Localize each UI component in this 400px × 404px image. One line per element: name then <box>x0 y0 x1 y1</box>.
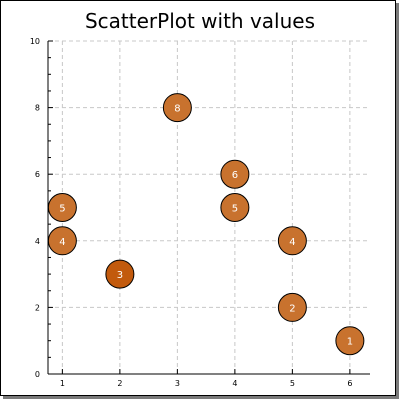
point-value-label: 5 <box>59 204 65 215</box>
scatter-point <box>277 292 307 322</box>
point-value-label: 8 <box>174 104 180 115</box>
scatter-point <box>220 193 250 222</box>
x-tick-label: 2 <box>117 379 122 388</box>
data-points: 5 4 3 8 6 5 4 2 1 <box>47 93 365 356</box>
point-value-label: 6 <box>232 170 238 181</box>
x-tick-label: 5 <box>290 379 295 388</box>
point-value-label: 5 <box>232 204 238 215</box>
scatter-point <box>335 326 365 356</box>
point-value-label: 3 <box>117 270 123 281</box>
point-value-label: 4 <box>289 237 295 248</box>
chart-title: ScatterPlot with values <box>85 9 315 33</box>
scatter-point <box>277 226 307 256</box>
scatter-point <box>220 159 250 189</box>
x-tick-label: 6 <box>347 379 352 388</box>
y-tick-label: 4 <box>35 237 40 246</box>
y-tick-label: 8 <box>35 104 40 113</box>
grid-lines <box>48 40 370 374</box>
point-value-label: 4 <box>59 237 65 248</box>
x-tick-label: 1 <box>60 379 65 388</box>
scatter-point <box>162 93 192 123</box>
scatter-point <box>47 226 77 256</box>
point-value-label: 1 <box>347 337 353 348</box>
x-tick-label: 4 <box>232 379 237 388</box>
scatter-point <box>47 193 77 222</box>
point-value-label: 2 <box>289 303 295 314</box>
scatter-point <box>105 259 135 289</box>
y-tick-label: 6 <box>35 170 40 179</box>
y-tick-label: 2 <box>35 303 40 312</box>
y-tick-label: 0 <box>35 370 40 379</box>
y-tick-label: 10 <box>30 37 40 46</box>
x-tick-label: 3 <box>175 379 180 388</box>
